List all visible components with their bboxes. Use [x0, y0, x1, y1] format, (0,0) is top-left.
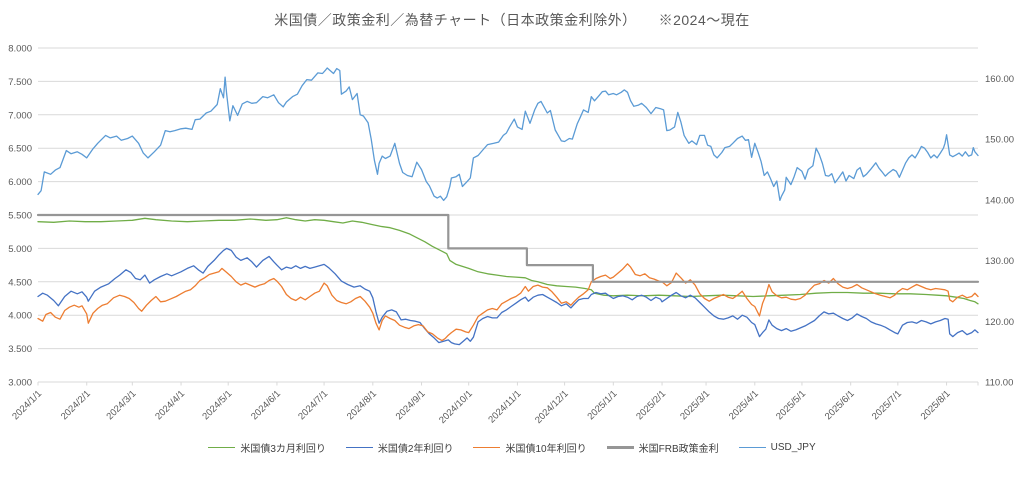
x-axis-tick-label: 2025/4/1	[727, 388, 761, 422]
x-axis-tick-label: 2024/5/1	[200, 388, 234, 422]
right-axis-tick-label: 110.00	[985, 378, 1013, 389]
legend-item: 米国FRB政策金利	[606, 440, 719, 455]
right-axis-tick-label: 140.00	[985, 195, 1014, 206]
left-axis-tick-label: 5.000	[8, 244, 32, 255]
left-axis-tick-label: 6.000	[8, 177, 32, 188]
legend-label: 米国債2年利回り	[377, 444, 454, 455]
x-axis-tick-label: 2024/11/1	[486, 388, 523, 425]
legend-item: 米国債2年利回り	[345, 440, 454, 455]
x-axis-tick-label: 2025/3/1	[678, 388, 712, 422]
x-axis-tick-label: 2024/12/1	[533, 388, 571, 426]
x-axis-tick-label: 2025/1/1	[586, 388, 620, 422]
legend-label: 米国債3カ月利回り	[240, 444, 326, 455]
x-axis-tick-label: 2025/7/1	[870, 388, 904, 422]
x-axis-tick-label: 2025/2/1	[634, 388, 668, 422]
series-line-米国FRB政策金利	[36, 213, 980, 283]
x-axis-tick-label: 2024/8/1	[345, 388, 379, 422]
left-axis-tick-label: 5.500	[8, 211, 32, 222]
left-axis-tick-label: 8.000	[8, 44, 32, 55]
series-line-米国債3カ月利回り	[37, 217, 979, 305]
left-axis-tick-label: 3.000	[8, 378, 32, 389]
legend-item: 米国債3カ月利回り	[208, 440, 326, 455]
legend-label: USD_JPY	[770, 442, 816, 453]
legend-item: 米国債10年利回り	[473, 440, 587, 455]
x-axis-tick-label: 2024/9/1	[394, 388, 428, 422]
x-axis-tick-label: 2025/6/1	[823, 388, 857, 422]
legend-swatch	[606, 446, 634, 449]
left-axis-tick-label: 4.000	[8, 311, 32, 322]
legend-label: 米国債10年利回り	[505, 444, 587, 455]
legend-swatch	[473, 446, 501, 449]
legend-swatch	[738, 446, 766, 449]
legend-swatch	[208, 446, 236, 449]
left-axis-tick-label: 7.500	[8, 77, 32, 88]
series-line-米国債2年利回り	[37, 247, 979, 346]
chart-title: 米国債／政策金利／為替チャート（日本政策金利除外） ※2024～現在	[274, 12, 750, 28]
right-axis-tick-label: 150.00	[985, 135, 1014, 146]
series-line-米国債10年利回り	[37, 263, 979, 342]
x-axis-tick-label: 2025/8/1	[919, 388, 953, 422]
x-axis-tick-label: 2024/6/1	[249, 388, 283, 422]
series-line-USD_JPY	[37, 67, 979, 202]
x-axis-tick-label: 2024/1/1	[10, 388, 44, 422]
legend: 米国債3カ月利回り 米国債2年利回り 米国債10年利回り 米国FRB政策金利 USD_J…	[0, 440, 1024, 455]
legend-swatch	[345, 446, 373, 449]
x-axis-tick-label: 2024/7/1	[296, 388, 330, 422]
left-axis-tick-label: 6.500	[8, 144, 32, 155]
left-axis-tick-label: 3.500	[8, 344, 32, 355]
left-axis-tick-label: 7.000	[8, 110, 32, 121]
legend-label: 米国FRB政策金利	[638, 444, 719, 455]
legend-item: USD_JPY	[738, 442, 816, 453]
x-axis-tick-label: 2024/3/1	[105, 388, 139, 422]
left-axis-tick-label: 4.500	[8, 277, 32, 288]
x-axis-tick-label: 2024/2/1	[59, 388, 93, 422]
x-axis-tick-label: 2024/4/1	[153, 388, 187, 422]
right-axis-tick-label: 160.00	[985, 74, 1014, 85]
x-axis-tick-label: 2025/5/1	[774, 388, 808, 422]
right-axis-tick-label: 120.00	[985, 317, 1014, 328]
right-axis-tick-label: 130.00	[985, 256, 1014, 267]
x-axis-tick-label: 2024/10/1	[437, 388, 475, 426]
